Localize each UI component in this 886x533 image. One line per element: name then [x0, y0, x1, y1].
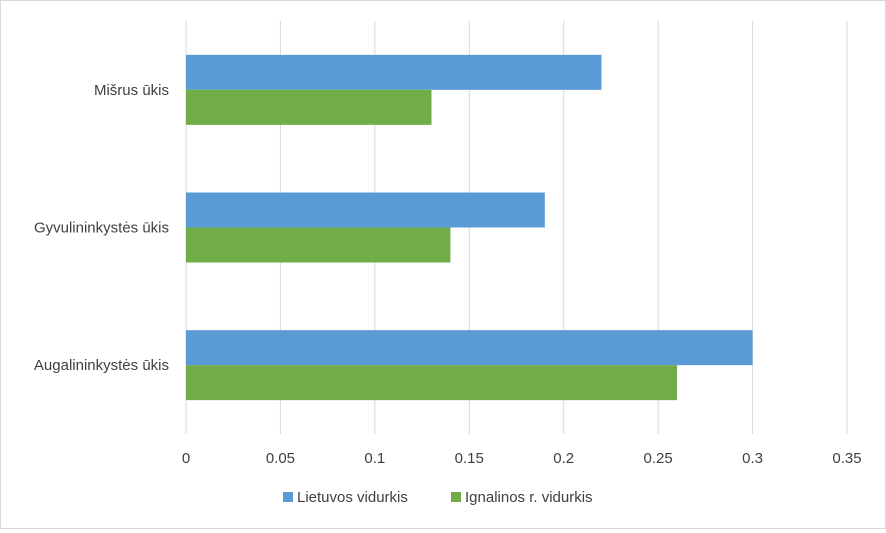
legend-label: Lietuvos vidurkis — [297, 489, 408, 506]
legend: Lietuvos vidurkis Ignalinos r. vidurkis — [283, 489, 593, 506]
category-labels: Mišrus ūkis Gyvulininkystės ūkis Augalinin… — [34, 82, 169, 374]
legend-swatch — [451, 492, 461, 502]
category-label: Augalininkystės ūkis — [34, 357, 169, 374]
x-tick-label: 0.3 — [742, 450, 763, 467]
x-tick-label: 0.1 — [364, 450, 385, 467]
x-tick-label: 0.25 — [644, 450, 673, 467]
legend-swatch — [283, 492, 293, 502]
x-tick-label: 0.15 — [455, 450, 484, 467]
x-tick-labels: 0 0.05 0.1 0.15 0.2 0.25 0.3 0.35 — [182, 450, 862, 467]
bar-lietuvos — [186, 192, 545, 228]
x-tick-label: 0.35 — [832, 450, 861, 467]
category-label: Gyvulininkystės ūkis — [34, 220, 169, 237]
bar-ignalinos — [186, 365, 678, 401]
x-tick-label: 0.05 — [266, 450, 295, 467]
bar-lietuvos — [186, 54, 602, 90]
x-tick-label: 0 — [182, 450, 190, 467]
bar-lietuvos — [186, 330, 753, 366]
legend-label: Ignalinos r. vidurkis — [465, 489, 593, 506]
bars — [186, 54, 753, 401]
x-tick-label: 0.2 — [553, 450, 574, 467]
bar-ignalinos — [186, 89, 432, 125]
category-label: Mišrus ūkis — [94, 82, 169, 99]
bar-ignalinos — [186, 227, 451, 263]
